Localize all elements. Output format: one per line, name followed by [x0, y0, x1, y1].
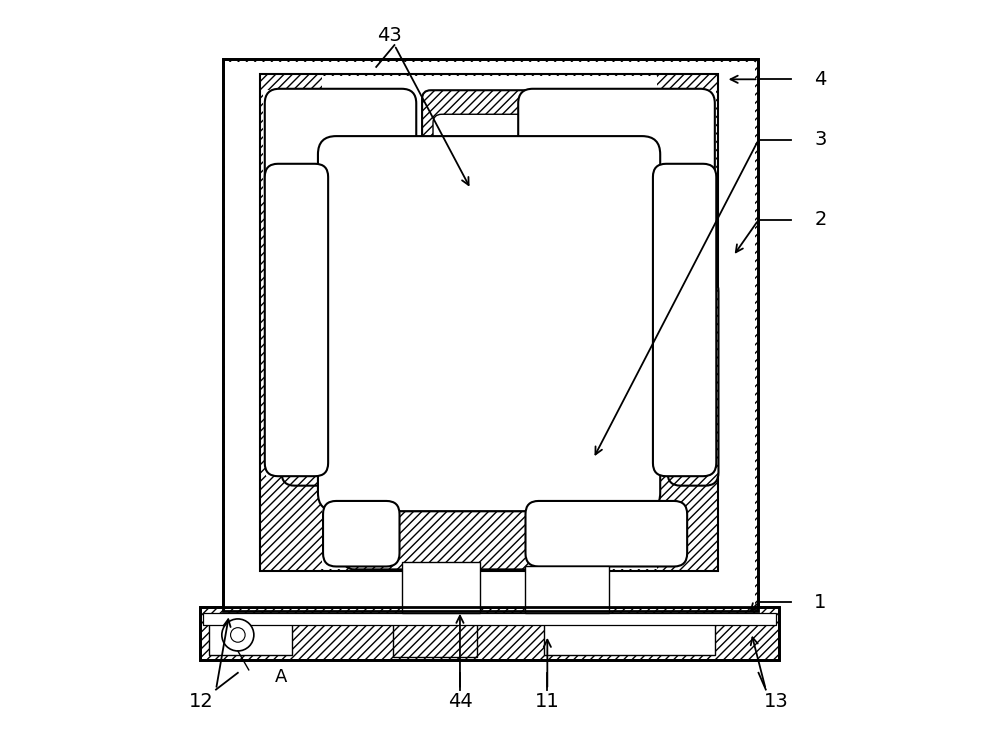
FancyBboxPatch shape [343, 511, 591, 569]
Bar [223, 59, 758, 611]
Bar [518, 90, 716, 198]
Text: 4: 4 [814, 69, 827, 88]
Bar [456, 200, 508, 258]
Bar [322, 509, 657, 569]
Bar [223, 59, 758, 611]
Bar [525, 566, 609, 613]
FancyBboxPatch shape [422, 90, 542, 205]
FancyBboxPatch shape [433, 114, 531, 193]
Text: 2: 2 [814, 211, 827, 230]
Bar [266, 154, 325, 476]
Bar [263, 90, 416, 198]
Bar [525, 566, 609, 613]
FancyBboxPatch shape [318, 136, 660, 511]
FancyBboxPatch shape [525, 501, 687, 567]
Bar [402, 562, 480, 613]
FancyBboxPatch shape [265, 164, 328, 476]
Bar [209, 624, 292, 655]
Text: 44: 44 [448, 692, 472, 711]
Bar [322, 136, 657, 511]
FancyBboxPatch shape [282, 278, 333, 485]
Bar [393, 621, 477, 656]
Bar [260, 75, 718, 571]
Bar [225, 62, 755, 608]
Bar [200, 607, 779, 659]
Text: A: A [275, 668, 288, 686]
Text: 11: 11 [535, 692, 560, 711]
FancyBboxPatch shape [323, 501, 400, 567]
Bar [402, 562, 480, 613]
Text: 1: 1 [814, 593, 827, 612]
FancyBboxPatch shape [518, 88, 715, 200]
Bar [448, 203, 517, 258]
FancyBboxPatch shape [653, 164, 716, 476]
Bar [200, 607, 779, 659]
FancyBboxPatch shape [667, 278, 718, 485]
Bar [322, 136, 657, 511]
Text: 43: 43 [377, 26, 402, 45]
Text: 12: 12 [189, 692, 214, 711]
Bar [653, 154, 713, 476]
Text: 13: 13 [764, 692, 789, 711]
Bar [203, 613, 776, 625]
Bar [544, 624, 715, 655]
FancyBboxPatch shape [265, 88, 416, 200]
Text: 3: 3 [814, 130, 827, 149]
Bar [322, 76, 657, 140]
Circle shape [222, 619, 254, 651]
